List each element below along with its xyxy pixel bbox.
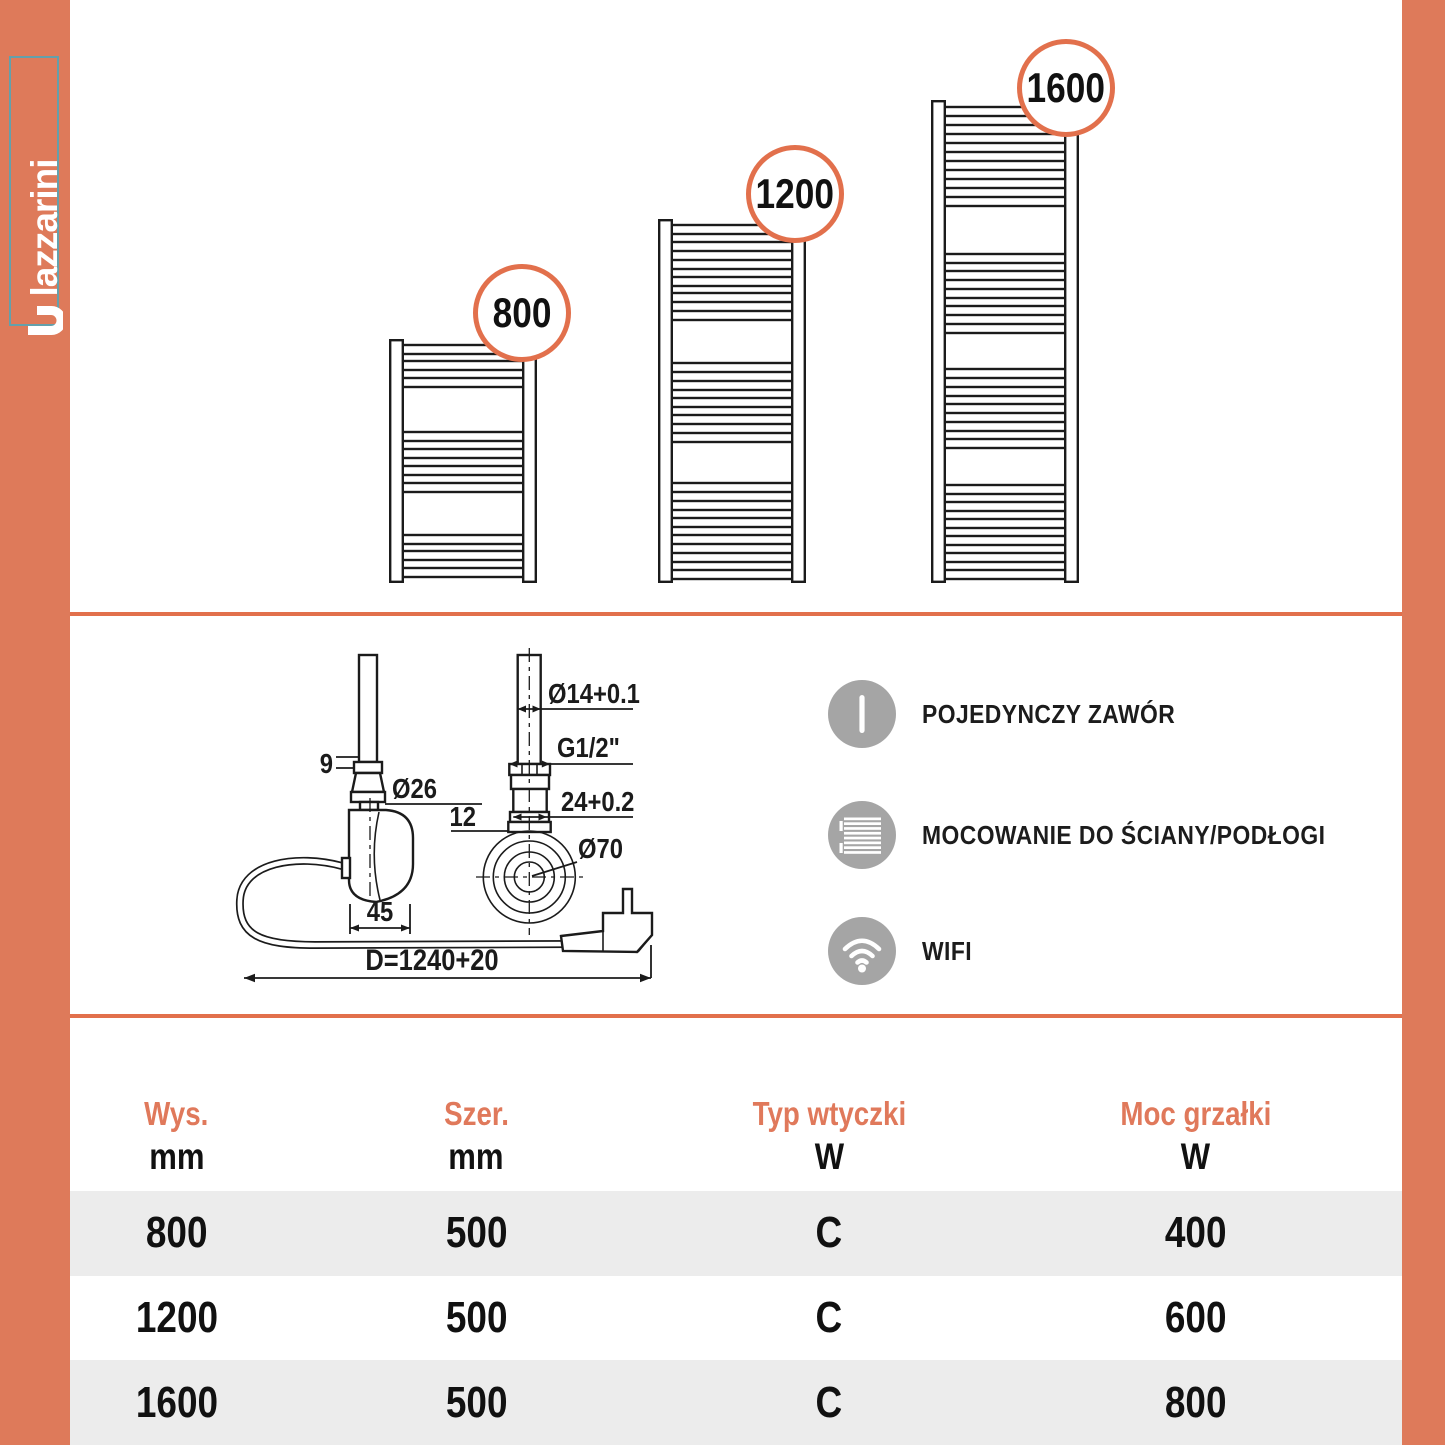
- dim-thread: G1/2": [557, 731, 620, 763]
- column-header-heater-power: Moc grzałki W: [1120, 1095, 1271, 1177]
- brand-logo-text: lazzarini: [24, 159, 65, 297]
- right-accent-bar: [1402, 0, 1445, 1445]
- radiator-drawing-800: [389, 339, 537, 583]
- table-cell: 500: [445, 1208, 508, 1258]
- left-accent-bar: lazzarini: [0, 0, 70, 1445]
- brand-logo: lazzarini: [9, 56, 65, 336]
- table-row: 1200 500 C 600: [70, 1276, 1402, 1361]
- table-row: 800 500 C 400: [70, 1191, 1402, 1276]
- dim-nut: 24+0.2: [561, 785, 634, 817]
- table-cell: 600: [1164, 1293, 1227, 1343]
- size-badge-1200: 1200: [746, 145, 844, 243]
- dim-valve-diameter: Ø70: [578, 832, 623, 864]
- divider-bottom: [70, 1014, 1402, 1018]
- spec-table: Wys. mm Szer. mm Typ wtyczki W Moc grzał…: [70, 1016, 1402, 1445]
- size-badge-label: 1600: [1026, 64, 1106, 111]
- table-cell: 500: [445, 1293, 508, 1343]
- heating-element-drawing: [340, 653, 415, 904]
- spec-table-body: 800 500 C 400 1200 500 C 600 1600 500 C 800: [70, 1191, 1402, 1445]
- table-cell: 1600: [135, 1377, 218, 1427]
- feature-single-valve: POJEDYNCZY ZAWÓR: [828, 680, 1210, 748]
- column-header-width: Szer. mm: [443, 1095, 509, 1177]
- column-header-plug-type: Typ wtyczki W: [752, 1095, 906, 1177]
- table-cell: C: [815, 1293, 843, 1343]
- dim-element-width: 45: [367, 895, 393, 927]
- size-badge-label: 800: [492, 289, 552, 336]
- table-cell: C: [815, 1377, 843, 1427]
- dim-rod: 9: [320, 747, 333, 779]
- table-cell: 400: [1164, 1208, 1227, 1258]
- radiator-drawing-1600: [931, 100, 1079, 583]
- table-row: 1600 500 C 800: [70, 1360, 1402, 1445]
- wifi-icon: [828, 917, 896, 985]
- feature-wifi: WIFI: [828, 917, 979, 985]
- dim-element-diameter: Ø26: [392, 772, 437, 804]
- radiator-drawing-1200: [658, 219, 806, 583]
- feature-label: MOCOWANIE DO ŚCIANY/PODŁOGI: [922, 819, 1326, 850]
- column-header-height: Wys. mm: [144, 1095, 209, 1177]
- technical-drawing: 9 Ø26 45 Ø14+0.1 G1/2" 24+0.2 12 Ø70: [235, 648, 654, 983]
- wall-floor-mount-icon: [828, 801, 896, 869]
- size-badge-1600: 1600: [1017, 39, 1115, 137]
- lazzarini-logo-icon: [28, 306, 63, 336]
- dim-total-length: D=1240+20: [365, 943, 498, 976]
- table-cell: 800: [145, 1208, 208, 1258]
- size-badge-label: 1200: [755, 170, 835, 217]
- feature-label: POJEDYNCZY ZAWÓR: [922, 698, 1176, 729]
- table-cell: 500: [445, 1377, 508, 1427]
- table-cell: 1200: [135, 1293, 218, 1343]
- size-badge-800: 800: [473, 264, 571, 362]
- single-valve-icon: [828, 680, 896, 748]
- feature-label: WIFI: [922, 935, 973, 966]
- dim-offset: 12: [450, 800, 476, 832]
- divider-top: [70, 612, 1402, 616]
- table-cell: C: [815, 1208, 843, 1258]
- power-plug-drawing: [559, 887, 654, 954]
- spec-table-header: Wys. mm Szer. mm Typ wtyczki W Moc grzał…: [70, 1016, 1402, 1191]
- feature-wall-floor-mount: MOCOWANIE DO ŚCIANY/PODŁOGI: [828, 801, 1380, 869]
- table-cell: 800: [1164, 1377, 1227, 1427]
- dim-pipe-diameter: Ø14+0.1: [548, 677, 640, 709]
